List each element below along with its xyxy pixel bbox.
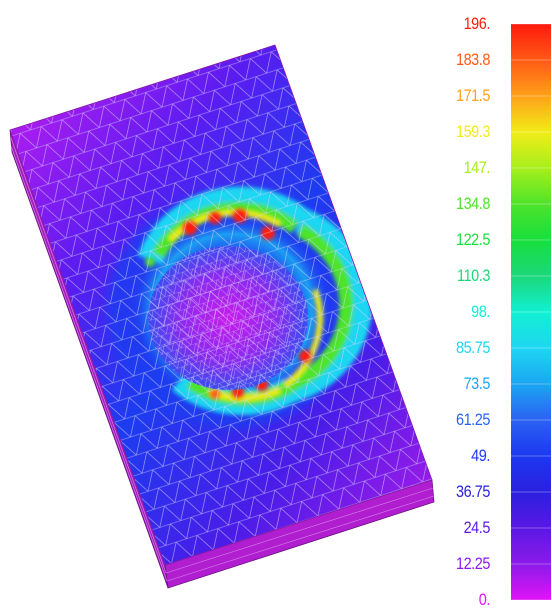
legend-tick-label: 183.8 [455, 50, 490, 69]
legend-tick-label: 36.75 [455, 482, 490, 501]
legend-tick-label: 0. [478, 590, 491, 609]
legend-tick-label: 85.75 [455, 338, 490, 357]
legend-tick-label: 61.25 [455, 410, 490, 429]
legend-tick-label: 147. [463, 158, 491, 177]
legend-tick-label: 73.5 [463, 374, 491, 393]
legend-tick-label: 110.3 [457, 266, 490, 285]
legend-tick-label: 24.5 [463, 518, 491, 537]
legend-tick-label: 196. [463, 14, 491, 33]
legend-tick-label: 134.8 [455, 194, 490, 213]
legend-tick-label: 122.5 [455, 230, 490, 249]
legend-tick-label: 12.25 [455, 554, 490, 573]
legend-tick-label: 159.3 [455, 122, 490, 141]
color-bar [511, 23, 551, 601]
legend-tick-label: 49. [471, 446, 490, 465]
legend-tick-label: 98. [471, 302, 490, 321]
legend-tick-label: 171.5 [455, 86, 490, 105]
